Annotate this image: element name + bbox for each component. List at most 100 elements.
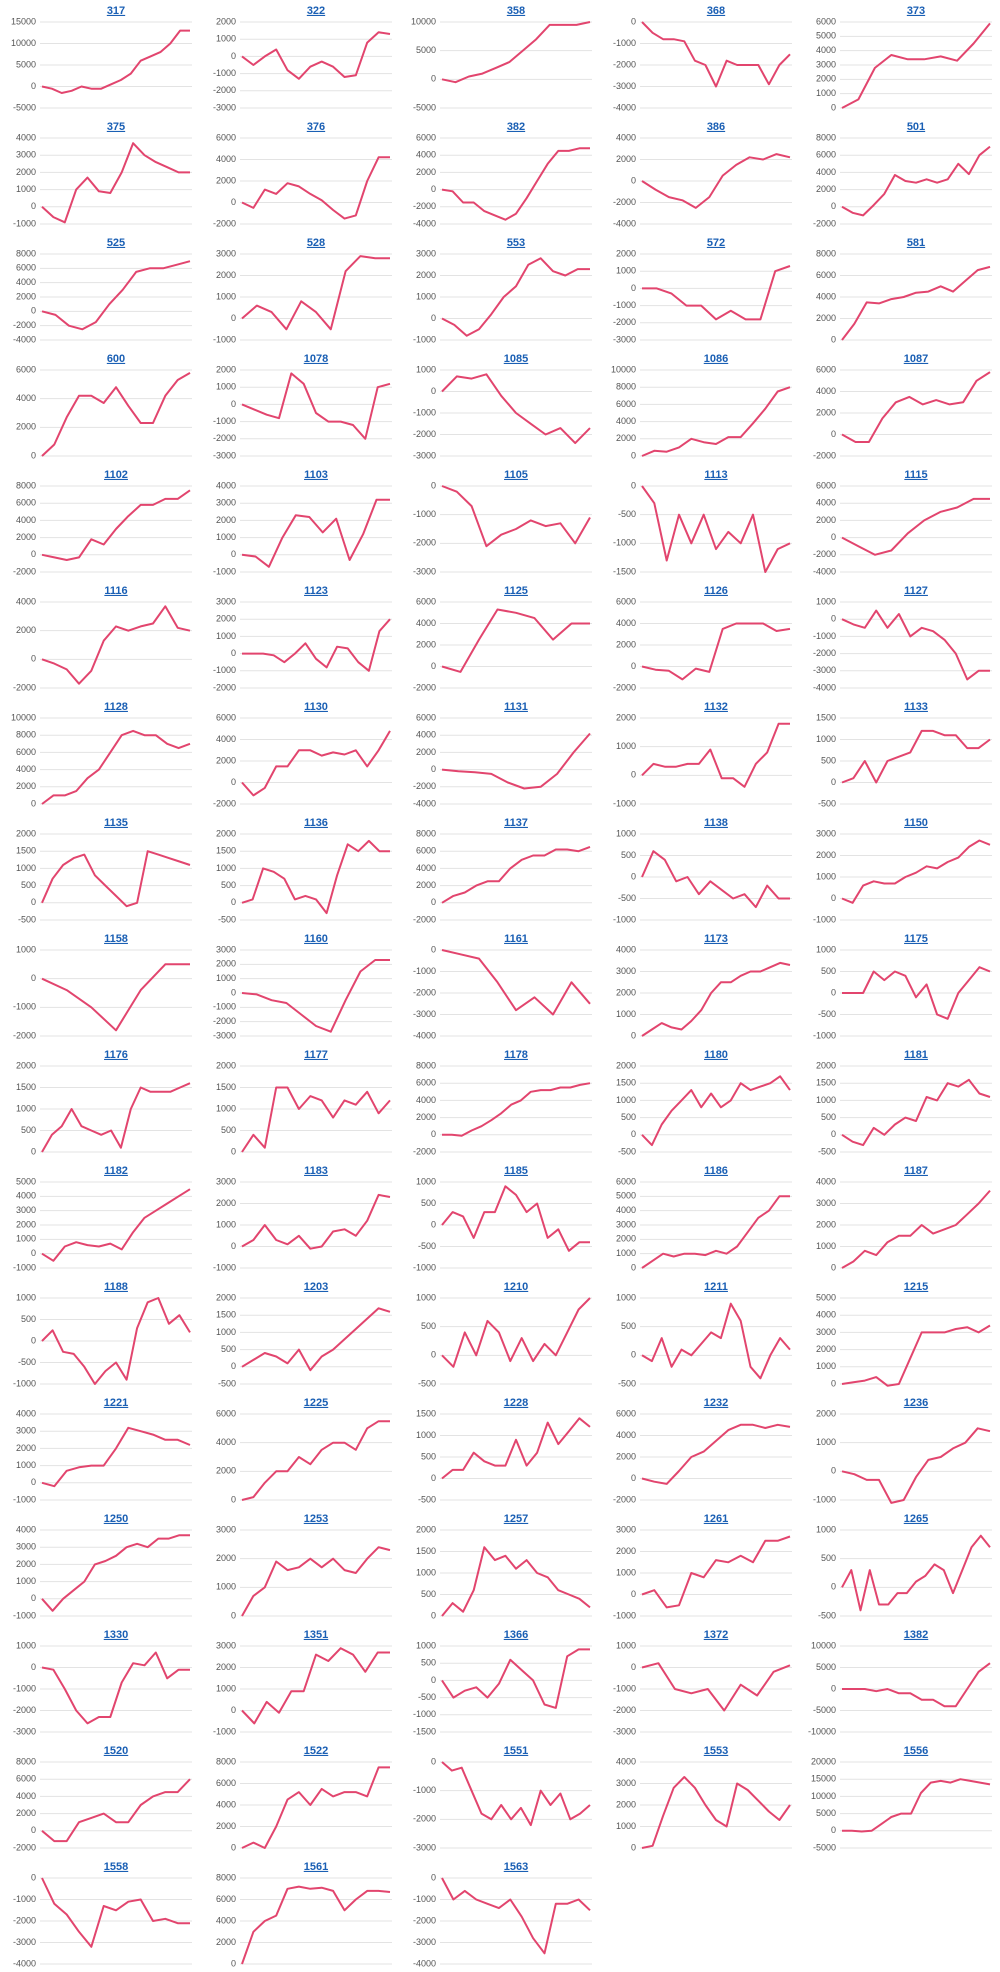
chart-title[interactable]: 322 <box>307 5 325 17</box>
chart-title[interactable]: 1186 <box>704 1165 728 1177</box>
chart-title[interactable]: 1182 <box>104 1165 128 1177</box>
chart-title[interactable]: 1133 <box>904 701 928 713</box>
chart-title[interactable]: 1556 <box>904 1745 928 1757</box>
chart-title[interactable]: 376 <box>307 121 325 133</box>
chart-title[interactable]: 1261 <box>704 1513 728 1525</box>
chart-title[interactable]: 1085 <box>504 353 528 365</box>
chart-title[interactable]: 528 <box>307 237 325 249</box>
chart-title[interactable]: 1116 <box>104 585 127 597</box>
chart-title[interactable]: 1366 <box>504 1629 528 1641</box>
chart-title[interactable]: 1520 <box>104 1745 128 1757</box>
chart-title[interactable]: 1150 <box>904 817 928 829</box>
chart-title[interactable]: 1086 <box>704 353 728 365</box>
chart-title[interactable]: 1265 <box>904 1513 928 1525</box>
chart-title[interactable]: 1175 <box>904 933 928 945</box>
chart-title[interactable]: 1211 <box>704 1281 728 1293</box>
chart-title[interactable]: 1558 <box>104 1861 128 1873</box>
chart-title[interactable]: 1351 <box>304 1629 328 1641</box>
chart-title[interactable]: 553 <box>507 237 525 249</box>
chart-title[interactable]: 1522 <box>304 1745 328 1757</box>
chart-title[interactable]: 525 <box>107 237 125 249</box>
chart-title[interactable]: 1128 <box>104 701 128 713</box>
chart-title[interactable]: 1188 <box>104 1281 128 1293</box>
chart-title[interactable]: 1135 <box>104 817 128 829</box>
chart-title[interactable]: 1160 <box>304 933 328 945</box>
chart-title[interactable]: 1173 <box>704 933 728 945</box>
chart-title[interactable]: 386 <box>707 121 725 133</box>
chart-title[interactable]: 1232 <box>704 1397 728 1409</box>
chart-title[interactable]: 1250 <box>104 1513 128 1525</box>
chart-title[interactable]: 375 <box>107 121 125 133</box>
data-line <box>641 485 791 573</box>
y-tick-label: -1000 <box>13 1002 36 1012</box>
chart-title[interactable]: 1563 <box>504 1861 528 1873</box>
chart-title[interactable]: 1115 <box>904 469 927 481</box>
chart-title[interactable]: 1177 <box>304 1049 328 1061</box>
y-tick-label: -2000 <box>413 201 436 211</box>
y-tick-label: 0 <box>631 1842 636 1852</box>
chart-title[interactable]: 373 <box>907 5 925 17</box>
chart-title[interactable]: 1130 <box>304 701 328 713</box>
y-tick-label: 2000 <box>416 639 436 649</box>
y-tick-label: 0 <box>431 897 436 907</box>
chart-title[interactable]: 1132 <box>704 701 728 713</box>
chart-title[interactable]: 1078 <box>304 353 328 365</box>
chart-title[interactable]: 1102 <box>104 469 128 481</box>
chart-title[interactable]: 1330 <box>104 1629 128 1641</box>
chart-title[interactable]: 1178 <box>504 1049 528 1061</box>
chart-title[interactable]: 1187 <box>904 1165 928 1177</box>
chart-title[interactable]: 572 <box>707 237 725 249</box>
chart-title[interactable]: 501 <box>907 121 925 133</box>
chart-title[interactable]: 1253 <box>304 1513 328 1525</box>
chart-title[interactable]: 1131 <box>504 701 528 713</box>
chart-title[interactable]: 1158 <box>104 933 128 945</box>
chart-title[interactable]: 1126 <box>704 585 728 597</box>
chart-title[interactable]: 1103 <box>304 469 328 481</box>
chart-title[interactable]: 1125 <box>504 585 528 597</box>
chart-title[interactable]: 1123 <box>304 585 328 597</box>
chart-title[interactable]: 1137 <box>504 817 528 829</box>
chart-title[interactable]: 1221 <box>104 1397 128 1409</box>
chart-title[interactable]: 1087 <box>904 353 928 365</box>
chart: 1257 0 500 1000 1500 2000 <box>416 1513 592 1620</box>
chart-title[interactable]: 1210 <box>504 1281 528 1293</box>
chart-title[interactable]: 1176 <box>104 1049 128 1061</box>
chart-title[interactable]: 1236 <box>904 1397 928 1409</box>
chart-title[interactable]: 1551 <box>504 1745 528 1757</box>
y-tick-label: 10000 <box>811 1791 836 1801</box>
chart-title[interactable]: 317 <box>107 5 125 17</box>
y-tick-label: -2000 <box>13 1705 36 1715</box>
chart-title[interactable]: 600 <box>107 353 125 365</box>
chart-title[interactable]: 1136 <box>304 817 328 829</box>
y-tick-label: -1000 <box>613 914 636 924</box>
chart-title[interactable]: 1138 <box>704 817 728 829</box>
chart-title[interactable]: 1382 <box>904 1629 928 1641</box>
chart-title[interactable]: 581 <box>907 237 925 249</box>
y-tick-label: 1000 <box>216 631 236 641</box>
chart-title[interactable]: 1185 <box>504 1165 528 1177</box>
chart-title[interactable]: 368 <box>707 5 725 17</box>
chart-title[interactable]: 1127 <box>904 585 928 597</box>
data-line <box>841 371 991 443</box>
chart-title[interactable]: 1225 <box>304 1397 328 1409</box>
chart-title[interactable]: 1372 <box>704 1629 728 1641</box>
y-tick-label: 6000 <box>416 846 436 856</box>
chart-title[interactable]: 1561 <box>304 1861 328 1873</box>
y-tick-label: 4000 <box>216 480 236 490</box>
y-tick-label: 0 <box>231 1705 236 1715</box>
chart-title[interactable]: 1113 <box>704 469 727 481</box>
chart-title[interactable]: 358 <box>507 5 525 17</box>
chart-title[interactable]: 1203 <box>304 1281 328 1293</box>
chart-title[interactable]: 1181 <box>904 1049 928 1061</box>
chart-title[interactable]: 1183 <box>304 1165 328 1177</box>
chart-title[interactable]: 1105 <box>504 469 528 481</box>
chart-title[interactable]: 1161 <box>504 933 528 945</box>
y-tick-label: 4000 <box>616 618 636 628</box>
chart: 1133 -500 0 500 1000 1500 <box>816 701 992 808</box>
chart-title[interactable]: 1257 <box>504 1513 528 1525</box>
chart-title[interactable]: 1215 <box>904 1281 928 1293</box>
chart-title[interactable]: 1180 <box>704 1049 728 1061</box>
chart-title[interactable]: 1553 <box>704 1745 728 1757</box>
chart-title[interactable]: 382 <box>507 121 525 133</box>
chart-title[interactable]: 1228 <box>504 1397 528 1409</box>
